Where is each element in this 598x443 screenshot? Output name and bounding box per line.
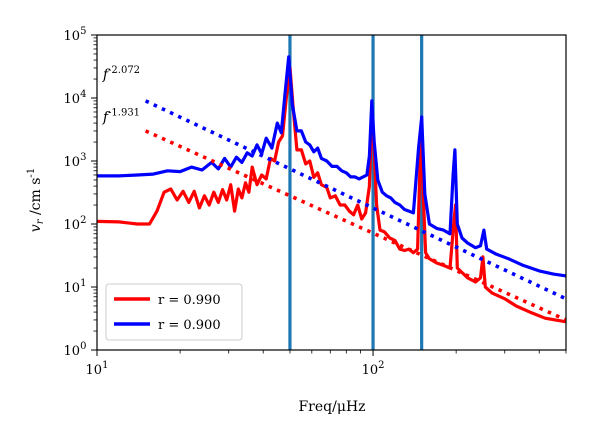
y-axis-title: vr /cm s-1	[26, 168, 46, 232]
y-tick-label-100000: 105	[64, 26, 87, 44]
vertical-lines	[288, 35, 424, 350]
legend-label-r0990: r = 0.990	[158, 293, 221, 308]
y-tick-label-1000: 103	[64, 152, 87, 170]
series-r0900-line	[97, 55, 567, 278]
y-tick-label-1: 100	[64, 341, 87, 359]
x-tick-label-10: 101	[86, 360, 109, 378]
power-law-annotation-1: f-1.931	[102, 108, 140, 126]
y-tick-label-10000: 104	[64, 89, 87, 107]
power-law-annotation-0: f-2.072	[102, 65, 140, 83]
legend-label-r0900: r = 0.900	[158, 318, 221, 333]
x-axis-title: Freq/μHz	[298, 399, 365, 415]
annotations: f-2.072 f-1.931	[102, 65, 140, 126]
axes-frame	[96, 34, 567, 351]
x-tick-label-100: 102	[362, 360, 385, 378]
series-group	[96, 55, 567, 324]
fit-line-r0900-dotted	[144, 99, 567, 301]
series-r0990-line	[96, 66, 567, 324]
y-tick-label-100: 102	[64, 215, 87, 233]
legend: r = 0.990 r = 0.900	[105, 283, 243, 341]
y-tick-label-10: 101	[64, 278, 87, 296]
